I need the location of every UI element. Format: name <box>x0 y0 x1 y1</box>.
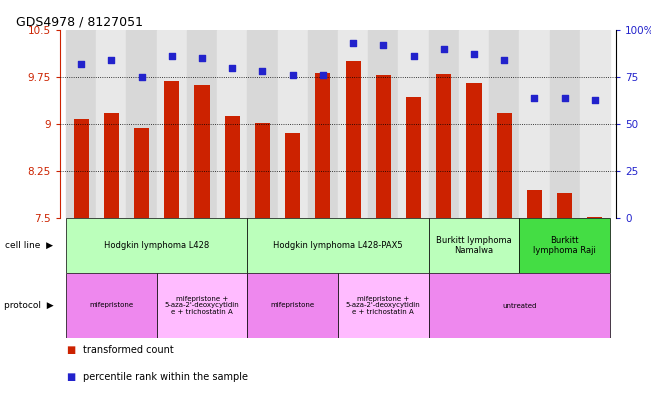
Text: mifepristone +
5-aza-2'-deoxycytidin
e + trichostatin A: mifepristone + 5-aza-2'-deoxycytidin e +… <box>165 296 240 316</box>
Point <box>227 64 238 71</box>
Point <box>167 53 177 59</box>
Bar <box>428 273 610 338</box>
Point <box>318 72 328 78</box>
Bar <box>66 273 157 338</box>
Text: Hodgkin lymphoma L428: Hodgkin lymphoma L428 <box>104 241 210 250</box>
Text: mifepristone: mifepristone <box>89 303 133 309</box>
Bar <box>428 218 519 273</box>
Bar <box>217 30 247 218</box>
Bar <box>519 218 610 273</box>
Point <box>378 42 389 48</box>
Bar <box>66 30 96 218</box>
Point <box>348 40 358 46</box>
Bar <box>338 273 428 338</box>
Text: ■: ■ <box>66 345 76 355</box>
Bar <box>406 97 421 218</box>
Text: cell line  ▶: cell line ▶ <box>5 241 53 250</box>
Point <box>529 95 540 101</box>
Text: untreated: untreated <box>502 303 536 309</box>
Point <box>499 57 509 63</box>
Bar <box>368 30 398 218</box>
Point <box>288 72 298 78</box>
Bar <box>308 30 338 218</box>
Bar <box>164 81 180 218</box>
Bar <box>247 273 338 338</box>
Bar <box>126 30 157 218</box>
Bar <box>187 30 217 218</box>
Bar <box>428 30 459 218</box>
Bar <box>157 30 187 218</box>
Bar <box>527 190 542 218</box>
Bar <box>459 30 489 218</box>
Bar <box>497 113 512 218</box>
Bar <box>96 30 126 218</box>
Bar <box>247 30 277 218</box>
Text: protocol  ▶: protocol ▶ <box>4 301 53 310</box>
Bar <box>398 30 428 218</box>
Bar <box>195 85 210 218</box>
Point <box>136 74 146 80</box>
Point <box>469 51 479 58</box>
Text: Hodgkin lymphoma L428-PAX5: Hodgkin lymphoma L428-PAX5 <box>273 241 403 250</box>
Bar <box>338 30 368 218</box>
Bar <box>66 218 247 273</box>
Bar <box>285 133 300 218</box>
Text: mifepristone +
5-aza-2'-deoxycytidin
e + trichostatin A: mifepristone + 5-aza-2'-deoxycytidin e +… <box>346 296 421 316</box>
Text: Burkitt lymphoma
Namalwa: Burkitt lymphoma Namalwa <box>436 236 512 255</box>
Point <box>408 53 419 59</box>
Point <box>76 61 87 67</box>
Text: transformed count: transformed count <box>83 345 174 355</box>
Bar <box>225 116 240 218</box>
Point <box>197 55 207 61</box>
Bar <box>376 75 391 218</box>
Bar <box>549 30 580 218</box>
Point <box>559 95 570 101</box>
Bar <box>74 119 89 218</box>
Bar <box>346 61 361 218</box>
Bar <box>277 30 308 218</box>
Bar <box>519 30 549 218</box>
Bar <box>315 73 331 218</box>
Text: Burkitt
lymphoma Raji: Burkitt lymphoma Raji <box>533 236 596 255</box>
Bar <box>255 123 270 218</box>
Bar <box>436 74 451 218</box>
Bar <box>580 30 610 218</box>
Bar <box>466 83 482 218</box>
Text: GDS4978 / 8127051: GDS4978 / 8127051 <box>16 16 143 29</box>
Bar <box>134 129 149 218</box>
Point <box>439 46 449 52</box>
Bar <box>489 30 519 218</box>
Text: percentile rank within the sample: percentile rank within the sample <box>83 372 248 382</box>
Point <box>106 57 117 63</box>
Bar <box>104 113 119 218</box>
Bar <box>157 273 247 338</box>
Point <box>590 96 600 103</box>
Bar <box>247 218 428 273</box>
Bar <box>587 217 602 218</box>
Text: ■: ■ <box>66 372 76 382</box>
Text: mifepristone: mifepristone <box>271 303 314 309</box>
Point <box>257 68 268 75</box>
Bar <box>557 193 572 218</box>
